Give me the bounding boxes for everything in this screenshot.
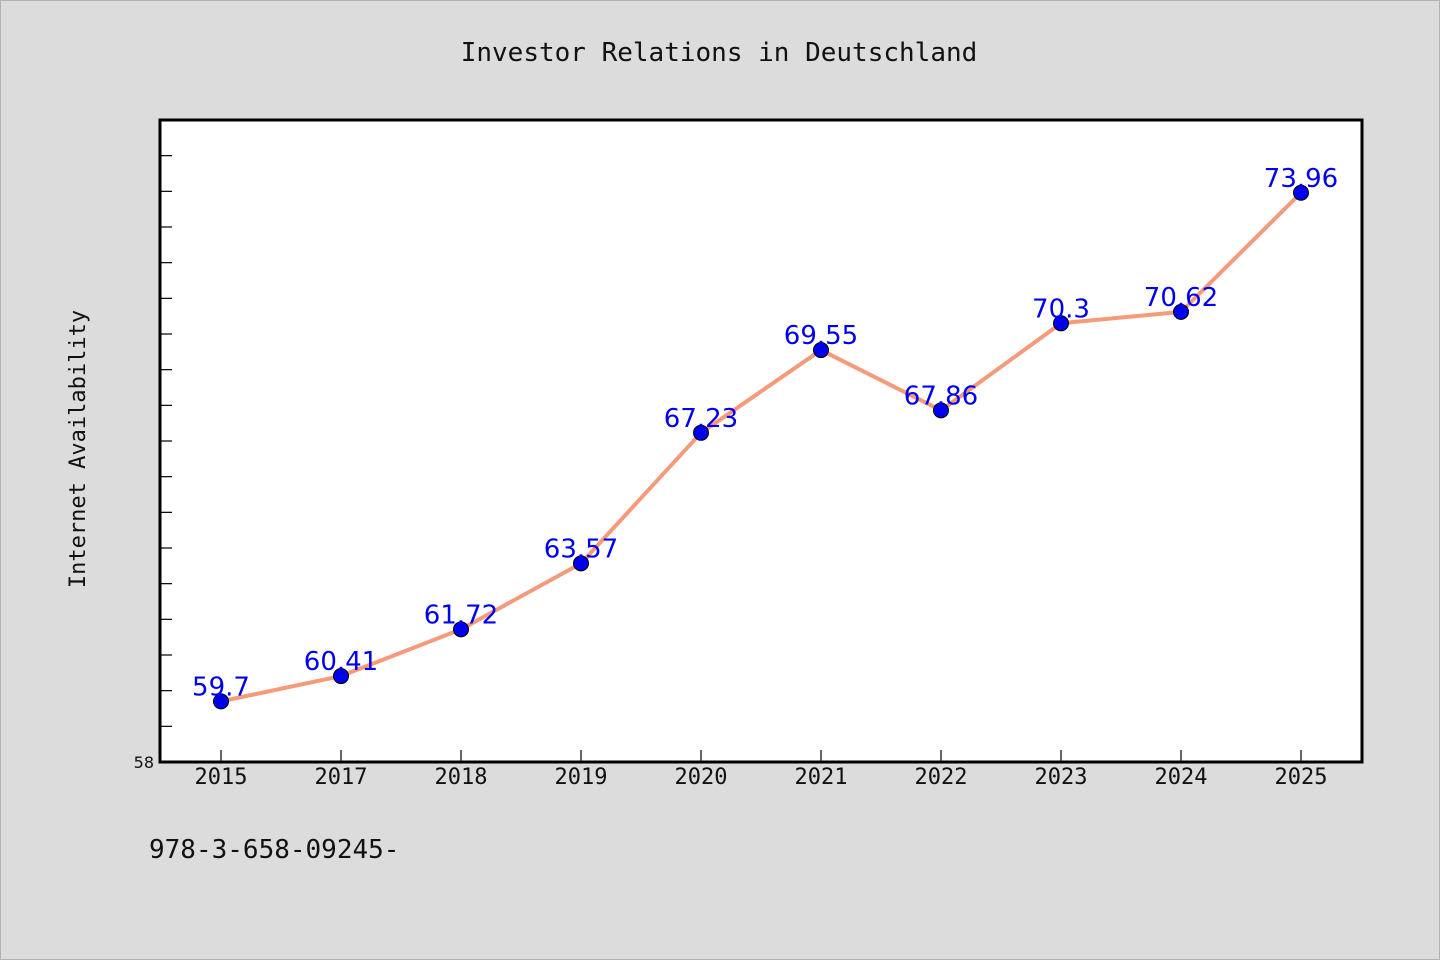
data-point-label: 70.3 (1032, 294, 1090, 324)
data-point-label: 61.72 (424, 600, 498, 630)
y-tick-label: 58 (134, 753, 154, 772)
x-axis-ticks: 2015 2017 2018 2019 2020 2021 2022 2023 2024 2025 (195, 750, 1328, 790)
data-point-label: 60.41 (304, 647, 378, 677)
y-axis-label: Internet Availability (66, 310, 91, 588)
x-tick-label: 2020 (675, 765, 728, 790)
series-line (219, 190, 1303, 704)
data-point-label: 59.7 (192, 672, 250, 702)
data-point-marker (453, 621, 469, 638)
chart-title: Investor Relations in Deutschland (461, 38, 978, 68)
y-axis-ticks: 58 (134, 155, 172, 772)
data-point-marker (693, 424, 709, 441)
data-labels: 59.7 60.41 61.72 63.57 67.23 69.55 67.86 70.3 70… (192, 164, 1338, 703)
series-group (213, 184, 1309, 710)
x-tick-label: 2019 (555, 765, 608, 790)
x-tick-label: 2015 (195, 765, 248, 790)
data-point-marker (933, 402, 949, 419)
x-tick-label: 2024 (1155, 765, 1208, 790)
data-point-marker (573, 555, 589, 572)
data-point-label: 67.23 (664, 404, 738, 434)
footer-code: 978-3-658-09245- (149, 835, 400, 865)
data-point-marker (333, 668, 349, 685)
x-tick-label: 2025 (1275, 765, 1328, 790)
data-point-label: 69.55 (784, 321, 858, 351)
x-tick-label: 2017 (315, 765, 368, 790)
x-tick-label: 2018 (435, 765, 488, 790)
data-point-marker (813, 342, 829, 359)
data-point-marker (1053, 315, 1069, 332)
data-point-label: 70.62 (1144, 283, 1218, 313)
data-point-label: 73.96 (1264, 164, 1338, 194)
data-point-marker (1293, 184, 1309, 201)
x-tick-label: 2021 (795, 765, 848, 790)
x-tick-label: 2023 (1035, 765, 1088, 790)
plot-area (158, 118, 1364, 764)
x-tick-label: 2022 (915, 765, 968, 790)
data-point-marker (213, 693, 229, 710)
data-point-marker (1173, 303, 1189, 320)
data-point-label: 63.57 (544, 534, 618, 564)
data-point-label: 67.86 (904, 381, 978, 411)
